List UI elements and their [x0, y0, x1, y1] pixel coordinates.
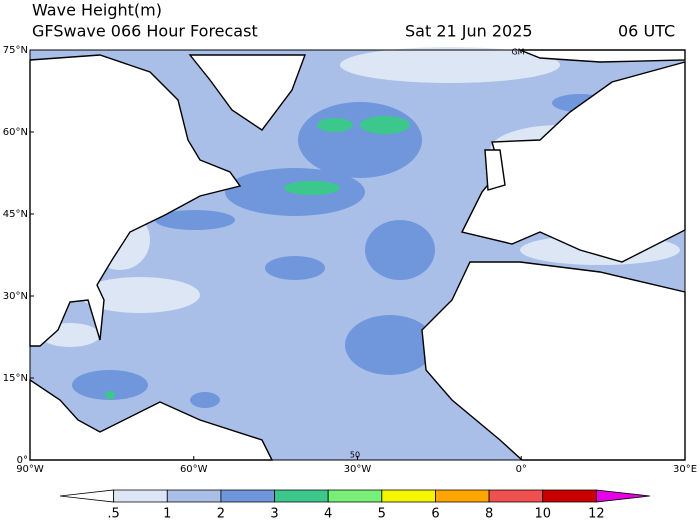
high-waves	[105, 116, 410, 399]
lat-label: 15°N	[3, 373, 28, 384]
colorbar-label: 3	[270, 507, 278, 522]
colorbar-segment	[59, 489, 115, 503]
colorbar-segment	[435, 489, 490, 503]
colorbar-segment	[542, 489, 597, 503]
colorbar-label: 2	[217, 507, 225, 522]
map	[29, 47, 686, 461]
lon-label: 30°W	[344, 464, 372, 475]
colorbar-label: 8	[485, 507, 493, 522]
colorbar-segment	[220, 489, 275, 503]
colorbar-segment	[381, 489, 436, 503]
lon-label: 90°W	[16, 464, 44, 475]
title: Wave Height(m)	[32, 1, 162, 20]
colorbar-label: 6	[431, 507, 439, 522]
colorbar-label: 12	[588, 507, 605, 522]
lon-label: 30°E	[673, 464, 697, 475]
colorbar-label: 5	[378, 507, 386, 522]
lat-label: 75°N	[3, 45, 28, 56]
lat-label: 0°	[17, 455, 28, 466]
colorbar-label: .5	[107, 507, 119, 522]
axes: 75°N60°N45°N30°N15°N0°90°W 60°W 30°W 0° 30°E…	[3, 45, 697, 475]
colorbar-label: 4	[324, 507, 332, 522]
colorbar-segment	[327, 489, 383, 503]
subtitle: GFSwave 066 Hour Forecast	[32, 22, 258, 41]
annotation: 50	[350, 451, 360, 460]
colorbar-segment	[113, 489, 168, 503]
colorbar: .5 1 2 3 4 5 6 8 10 12	[59, 489, 651, 522]
lon-label: 60°W	[180, 464, 208, 475]
colorbar-segment	[488, 489, 544, 503]
lat-label: 30°N	[3, 291, 28, 302]
colorbar-label: 10	[534, 507, 551, 522]
lat-label: 60°N	[3, 127, 28, 138]
forecast-date: Sat 21 Jun 2025	[405, 22, 533, 41]
forecast-time: 06 UTC	[618, 22, 675, 41]
colorbar-segment	[166, 489, 222, 503]
colorbar-segment	[274, 489, 329, 503]
lat-label: 45°N	[3, 209, 28, 220]
land	[29, 49, 686, 461]
colorbar-label: 1	[163, 507, 171, 522]
colorbar-segment	[595, 489, 651, 503]
annotation: GM	[511, 48, 524, 57]
lon-label: 0°	[516, 464, 527, 475]
